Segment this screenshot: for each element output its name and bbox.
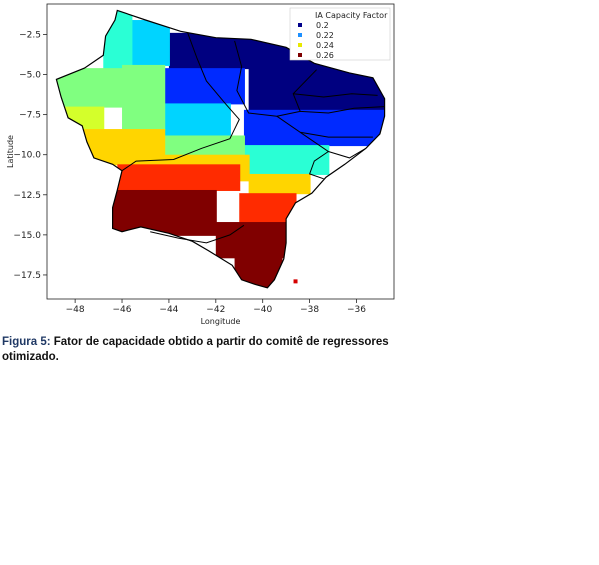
legend-marker xyxy=(298,43,302,47)
legend-marker xyxy=(298,23,302,27)
y-tick-label: −5.0 xyxy=(19,71,41,81)
y-tick-label: −12.5 xyxy=(13,191,41,201)
y-tick-label: −10.0 xyxy=(13,151,41,161)
legend-box xyxy=(289,7,391,61)
legend: IA Capacity Factor 0.20.220.240.26 xyxy=(289,7,391,61)
chart-figure: −48 −46 −44 −42 −40 −38 −36 −2.5−5.0−7.5−10.0−… xyxy=(6,3,395,326)
caption-label: Figura 5: xyxy=(2,336,51,348)
heat-zone-3 xyxy=(243,109,385,147)
legend-marker xyxy=(298,53,302,57)
state-border-1 xyxy=(234,40,317,117)
heat-zone-4 xyxy=(131,20,170,66)
state-border-0 xyxy=(121,32,240,172)
x-axis-label: Longitude xyxy=(201,317,241,326)
x-tick-label: −42 xyxy=(206,305,225,315)
state-border-4 xyxy=(276,115,373,138)
legend-label: 0.22 xyxy=(316,31,334,40)
y-tick-label: −7.5 xyxy=(19,111,41,121)
x-tick-label: −40 xyxy=(253,305,272,315)
x-tick-label: −46 xyxy=(113,305,132,315)
legend-title: IA Capacity Factor xyxy=(315,11,388,20)
x-axis: −48 −46 −44 −42 −40 −38 −36 xyxy=(66,299,366,315)
heat-zone-10 xyxy=(164,135,245,156)
state-border-3 xyxy=(293,93,378,98)
legend-label: 0.2 xyxy=(316,21,329,30)
legend-marker xyxy=(298,33,302,37)
caption-text: Fator de capacidade obtido a partir do c… xyxy=(2,336,389,363)
figure-caption: Figura 5: Fator de capacidade obtido a p… xyxy=(2,335,422,365)
y-tick-label: −2.5 xyxy=(19,30,41,40)
state-border-6 xyxy=(308,151,329,180)
y-axis: −2.5 −5.0 −7.5 −10.0 −12.5 −15.0 −17.5 xyxy=(13,30,47,281)
heat-zone-2 xyxy=(164,68,245,105)
state-border-2 xyxy=(300,106,385,114)
isolated-cell xyxy=(293,279,298,284)
legend-label: 0.24 xyxy=(316,41,334,50)
x-tick-label: −36 xyxy=(347,305,366,315)
heat-zone-18 xyxy=(215,222,288,259)
state-border-7 xyxy=(150,224,245,244)
y-tick-label: −15.0 xyxy=(13,231,41,241)
heat-zone-5 xyxy=(164,103,231,137)
x-tick-label: −44 xyxy=(159,305,178,315)
heat-zone-15 xyxy=(117,164,241,191)
isolated-heat-cell xyxy=(293,279,298,284)
capacity-factor-heatmap xyxy=(56,10,385,288)
y-tick-label: −17.5 xyxy=(13,271,41,281)
y-axis-label: Latitude xyxy=(6,135,15,168)
heat-zone-14 xyxy=(248,173,311,195)
state-border-5 xyxy=(299,131,367,159)
heat-zone-9 xyxy=(122,64,166,131)
region-outline xyxy=(55,9,386,289)
heat-zone-17 xyxy=(112,189,217,236)
legend-label: 0.26 xyxy=(316,51,334,60)
x-tick-label: −48 xyxy=(66,305,85,315)
x-tick-label: −38 xyxy=(300,305,319,315)
state-borders xyxy=(121,32,385,244)
